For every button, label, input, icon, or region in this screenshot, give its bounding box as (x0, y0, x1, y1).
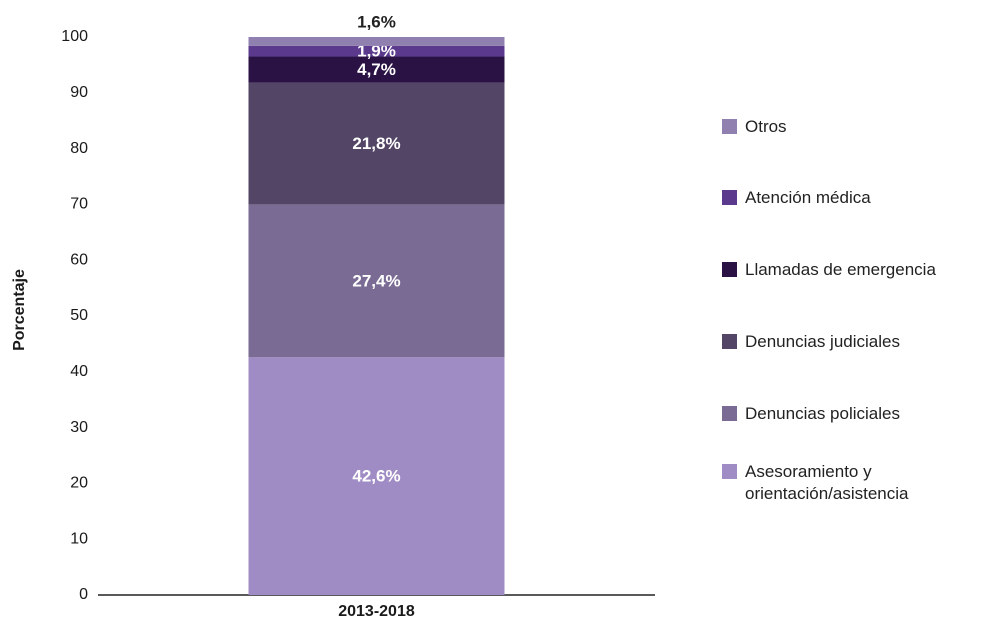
bar-segment (248, 37, 505, 46)
legend-item: Llamadas de emergencia (722, 259, 982, 281)
legend-swatch (722, 334, 737, 349)
y-tick-label: 80 (70, 140, 88, 157)
y-tick-label: 40 (70, 363, 88, 380)
legend-item: Denuncias policiales (722, 403, 982, 425)
y-tick-label: 30 (70, 419, 88, 436)
value-label: 1,6% (357, 12, 396, 31)
bar-segment (248, 204, 505, 358)
y-tick-label: 0 (79, 586, 88, 603)
legend-swatch (722, 406, 737, 421)
legend-label: Denuncias policiales (745, 404, 900, 423)
bar-segment (248, 82, 505, 205)
x-tick-label: 2013-2018 (338, 603, 415, 620)
legend-label: Otros (745, 117, 787, 136)
y-tick-label: 100 (61, 28, 88, 45)
y-tick-label: 60 (70, 251, 88, 268)
legend-swatch (722, 464, 737, 479)
value-label: 21,8% (352, 134, 400, 153)
y-tick-label: 50 (70, 307, 88, 324)
y-tick-label: 10 (70, 530, 88, 547)
y-axis-label: Porcentaje (11, 269, 28, 351)
legend-swatch (722, 190, 737, 205)
value-label: 1,9% (357, 42, 396, 61)
legend-label: Asesoramiento y orientación/asistencia (745, 462, 909, 503)
legend-swatch (722, 262, 737, 277)
legend-label: Llamadas de emergencia (745, 260, 936, 279)
legend-label: Atención médica (745, 188, 871, 207)
legend-label: Denuncias judiciales (745, 332, 900, 351)
legend-item: Asesoramiento y orientación/asistencia (722, 461, 982, 505)
value-label: 27,4% (352, 271, 400, 290)
y-tick-label: 90 (70, 84, 88, 101)
legend-item: Atención médica (722, 187, 982, 209)
bar-segment (248, 45, 505, 57)
y-tick-label: 70 (70, 196, 88, 213)
legend-item: Otros (722, 116, 982, 138)
value-label: 4,7% (357, 60, 396, 79)
bar-segment (248, 56, 505, 83)
bar-segment (248, 357, 505, 595)
value-label: 42,6% (352, 467, 400, 486)
legend-swatch (722, 119, 737, 134)
y-tick-label: 20 (70, 475, 88, 492)
legend-item: Denuncias judiciales (722, 331, 982, 353)
